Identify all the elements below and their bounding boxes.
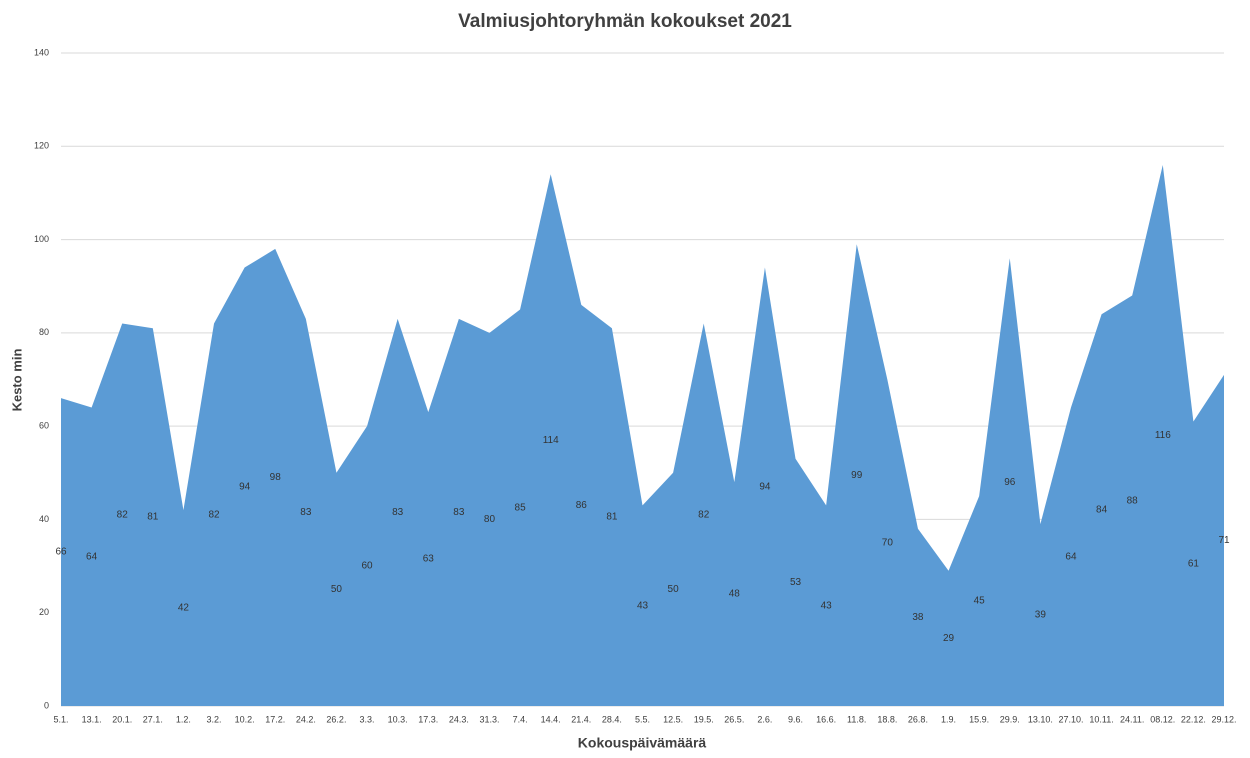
x-tick-label: 7.4. xyxy=(513,714,528,724)
data-label: 66 xyxy=(55,547,67,558)
chart-title: Valmiusjohtoryhmän kokoukset 2021 xyxy=(458,11,792,32)
x-tick-label: 22.12. xyxy=(1181,714,1206,724)
y-tick-label: 140 xyxy=(34,47,49,57)
y-tick-label: 20 xyxy=(39,607,49,617)
x-tick-label: 27.1. xyxy=(143,714,163,724)
x-tick-label: 10.3. xyxy=(388,714,408,724)
x-tick-label: 2.6. xyxy=(757,714,772,724)
x-tick-label: 08.12. xyxy=(1150,714,1175,724)
data-label: 80 xyxy=(484,514,496,525)
x-tick-label: 5.5. xyxy=(635,714,650,724)
x-tick-label: 13.10. xyxy=(1028,714,1053,724)
x-tick-label: 17.2. xyxy=(265,714,285,724)
x-tick-label: 5.1. xyxy=(53,714,68,724)
x-tick-label: 1.2. xyxy=(176,714,191,724)
x-tick-label: 18.8. xyxy=(877,714,897,724)
data-label: 96 xyxy=(1004,477,1016,488)
x-tick-label: 10.2. xyxy=(235,714,255,724)
x-tick-label: 26.5. xyxy=(724,714,744,724)
y-tick-label: 60 xyxy=(39,421,49,431)
data-label: 64 xyxy=(86,551,98,562)
y-tick-label: 0 xyxy=(44,700,49,710)
x-tick-label: 19.5. xyxy=(694,714,714,724)
data-label: 81 xyxy=(147,512,159,523)
x-tick-label: 20.1. xyxy=(112,714,132,724)
x-axis-label: Kokouspäivämäärä xyxy=(578,735,707,751)
x-tick-label: 27.10. xyxy=(1058,714,1083,724)
data-label: 50 xyxy=(331,584,343,595)
area xyxy=(61,164,1224,706)
y-tick-label: 120 xyxy=(34,141,49,151)
x-tick-label: 10.11. xyxy=(1089,714,1113,724)
data-label: 83 xyxy=(392,507,404,518)
x-tick-label: 29.9. xyxy=(1000,714,1020,724)
data-label: 99 xyxy=(851,470,863,481)
data-label: 82 xyxy=(208,509,220,520)
data-label: 116 xyxy=(1155,430,1171,441)
data-label: 53 xyxy=(790,577,802,588)
x-tick-label: 24.11. xyxy=(1120,714,1144,724)
data-label: 50 xyxy=(668,584,680,595)
data-label: 39 xyxy=(1035,610,1047,621)
x-tick-label: 29.12. xyxy=(1211,714,1236,724)
data-label: 70 xyxy=(882,537,894,548)
x-tick-label: 15.9. xyxy=(969,714,989,724)
x-tick-label: 9.6. xyxy=(788,714,803,724)
data-label: 29 xyxy=(943,633,955,644)
data-label: 43 xyxy=(821,600,833,611)
data-label: 82 xyxy=(698,509,710,520)
data-label: 71 xyxy=(1218,535,1230,546)
data-label: 60 xyxy=(361,561,373,572)
x-tick-label: 17.3. xyxy=(418,714,438,724)
x-tick-label: 24.2. xyxy=(296,714,316,724)
x-tick-label: 13.1. xyxy=(82,714,102,724)
data-label: 63 xyxy=(423,554,435,565)
data-label: 84 xyxy=(1096,505,1108,516)
data-label: 94 xyxy=(759,481,771,492)
data-label: 88 xyxy=(1127,495,1139,506)
x-tick-label: 11.8. xyxy=(847,714,866,724)
data-label: 94 xyxy=(239,481,251,492)
x-tick-label: 1.9. xyxy=(941,714,956,724)
data-label: 61 xyxy=(1188,558,1200,569)
data-label: 114 xyxy=(543,435,559,446)
data-label: 85 xyxy=(515,502,527,513)
x-tick-label: 26.2. xyxy=(326,714,346,724)
data-label: 48 xyxy=(729,589,741,600)
data-label: 82 xyxy=(117,509,129,520)
data-label: 42 xyxy=(178,603,190,614)
data-label: 83 xyxy=(300,507,312,518)
x-tick-label: 3.3. xyxy=(360,714,375,724)
x-tick-label: 16.6. xyxy=(816,714,836,724)
x-tick-label: 26.8. xyxy=(908,714,928,724)
y-tick-label: 80 xyxy=(39,327,49,337)
x-tick-label: 31.3. xyxy=(479,714,499,724)
x-tick-label: 14.4. xyxy=(541,714,561,724)
x-tick-label: 12.5. xyxy=(663,714,683,724)
data-label: 83 xyxy=(453,507,465,518)
data-label: 38 xyxy=(912,612,924,623)
data-label: 43 xyxy=(637,600,649,611)
data-label: 86 xyxy=(576,500,588,511)
data-label: 64 xyxy=(1065,551,1077,562)
x-tick-label: 3.2. xyxy=(207,714,222,724)
data-label: 45 xyxy=(974,596,986,607)
y-tick-label: 100 xyxy=(34,234,49,244)
y-axis-label: Kesto min xyxy=(9,349,24,412)
x-tick-label: 28.4. xyxy=(602,714,622,724)
x-tick-label: 24.3. xyxy=(449,714,469,724)
y-tick-label: 40 xyxy=(39,514,49,524)
data-label: 81 xyxy=(606,512,618,523)
x-tick-label: 21.4. xyxy=(571,714,591,724)
data-label: 98 xyxy=(270,472,282,483)
